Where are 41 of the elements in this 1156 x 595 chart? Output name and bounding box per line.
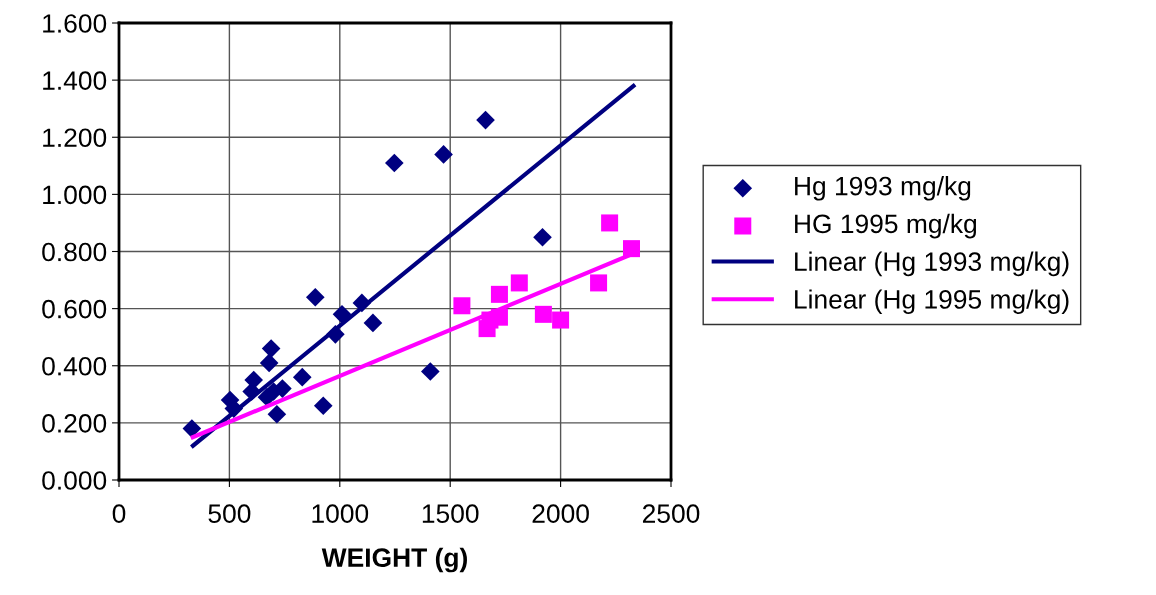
legend-label: Hg 1993 mg/kg [795, 176, 971, 201]
point [453, 297, 471, 315]
legend-label: Linear (Hg 1993 mg/kg) [795, 251, 1069, 277]
point [533, 227, 552, 247]
x-tick-label: 0 [112, 504, 126, 523]
point [363, 313, 383, 333]
point [305, 287, 325, 307]
x-tick-label: 2000 [532, 504, 589, 523]
point [259, 353, 279, 373]
x-tick-label: 1000 [312, 504, 369, 523]
point [434, 145, 453, 164]
point [182, 419, 202, 438]
point [552, 311, 570, 329]
point [313, 396, 333, 416]
point [261, 339, 281, 358]
point [601, 214, 619, 232]
y-tick-label: 1.400 [43, 71, 107, 90]
x-axis-title: WEIGHT (g) [321, 547, 467, 573]
y-tick-label: 0.800 [42, 242, 107, 262]
legend-label: Linear (Hg 1995 mg/kg) [795, 289, 1069, 314]
y-tick-label: 1.600 [43, 14, 107, 33]
point [534, 305, 552, 323]
point [490, 285, 508, 303]
point [292, 367, 312, 387]
point [590, 274, 608, 292]
y-tick-label: 1.000 [43, 185, 107, 205]
y-tick-label: 0.400 [42, 356, 107, 376]
y-tick-label: 1.200 [43, 128, 107, 148]
x-tick-label: 500 [208, 504, 251, 523]
x-tick-label: 2500 [642, 504, 700, 523]
y-tick-label: 0.200 [42, 414, 107, 433]
y-tick-label: 0.600 [42, 299, 107, 319]
point [510, 274, 528, 292]
point [421, 362, 440, 381]
point [476, 110, 495, 130]
point [267, 404, 287, 424]
y-tick-label: 0.000 [42, 471, 107, 490]
x-tick-label: 1500 [422, 504, 479, 523]
legend-label: HG 1995 mg/kg [795, 213, 977, 239]
point [385, 153, 404, 173]
point [244, 370, 263, 390]
